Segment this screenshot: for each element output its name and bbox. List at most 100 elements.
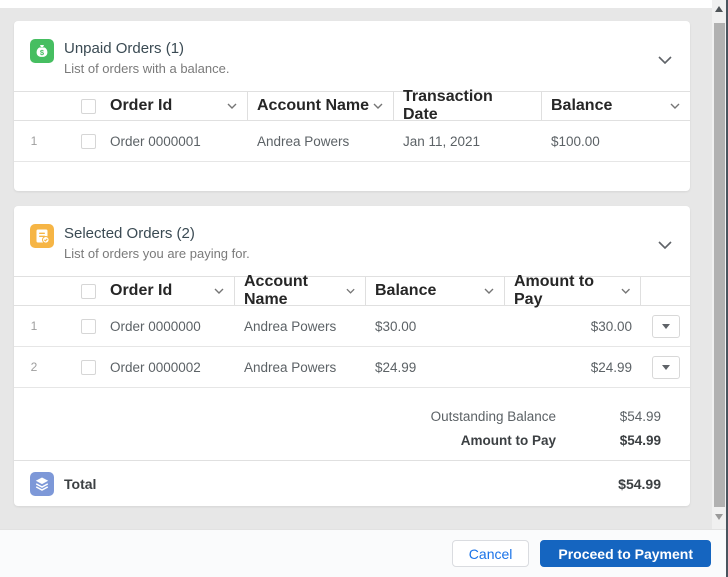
cell-account-name: Andrea Powers [257, 133, 350, 149]
row-number-header [14, 92, 54, 120]
column-header-balance[interactable]: Balance [366, 277, 505, 305]
top-strip [0, 0, 712, 8]
collapse-chevron-icon[interactable] [656, 49, 674, 71]
column-header-actions [641, 277, 690, 305]
collapse-chevron-icon[interactable] [656, 234, 674, 256]
chevron-down-icon [227, 103, 237, 109]
amount-to-pay-value: $54.99 [619, 432, 661, 448]
column-label: Amount to Pay [514, 273, 594, 308]
table-row: 1 Order 0000000 Andrea Powers $30.00 $30… [14, 306, 690, 347]
cell-actions [641, 314, 690, 338]
column-label: Balance [375, 282, 437, 299]
chevron-down-icon [621, 288, 630, 294]
scrollbar-down-arrow-icon[interactable] [715, 514, 723, 520]
cell-actions [641, 355, 690, 379]
column-header-order-id[interactable]: Order Id [96, 277, 235, 305]
panel-subtitle: List of orders you are paying for. [64, 246, 250, 261]
total-row: Total $54.99 [14, 460, 690, 506]
payment-summary: Outstanding Balance $54.99 Amount to Pay… [14, 388, 690, 460]
money-bag-icon: $ [30, 39, 54, 63]
window-right-edge [726, 0, 728, 577]
panel-head-text: Unpaid Orders (1) List of orders with a … [64, 39, 229, 77]
chevron-down-icon [373, 103, 383, 109]
order-list-check-icon [30, 224, 54, 248]
column-header-transaction-date[interactable]: Transaction Date [394, 88, 542, 123]
row-checkbox-cell [54, 318, 96, 334]
column-header-account-name[interactable]: Account Name [248, 92, 394, 120]
dialog-footer: Cancel Proceed to Payment [0, 529, 726, 577]
table-row: 2 Order 0000002 Andrea Powers $24.99 $24… [14, 347, 690, 388]
outstanding-balance-value: $54.99 [619, 408, 661, 424]
svg-text:$: $ [40, 48, 45, 57]
total-value: $54.99 [618, 475, 661, 492]
table-row: 1 Order 0000001 Andrea Powers Jan 11, 20… [14, 121, 690, 162]
column-label: Order Id [110, 97, 173, 114]
column-header-account-name[interactable]: Account Name [235, 273, 366, 308]
column-header-order-id[interactable]: Order Id [96, 92, 248, 120]
unpaid-orders-header: $ Unpaid Orders (1) List of orders with … [14, 21, 690, 91]
grid-header-row: Order Id Account Name Transaction Date B… [14, 88, 690, 123]
panel-bottom-padding [14, 162, 690, 191]
column-label: Account Name [244, 273, 308, 308]
row-dropdown-button[interactable] [651, 355, 680, 379]
column-label: Account Name [257, 97, 370, 114]
row-dropdown-button[interactable] [651, 314, 680, 338]
selected-orders-grid: Order Id Account Name Balance Amount to … [14, 273, 690, 388]
cell-order-id: Order 0000001 [110, 133, 201, 149]
cell-transaction-date: Jan 11, 2021 [403, 133, 481, 149]
outstanding-balance-label: Outstanding Balance [430, 408, 556, 424]
row-number: 2 [30, 360, 38, 374]
chevron-down-icon [670, 103, 680, 109]
checkbox-header-cell [54, 92, 96, 120]
chevron-down-icon [484, 288, 494, 294]
selected-orders-panel: Selected Orders (2) List of orders you a… [14, 206, 690, 506]
column-label: Transaction Date [403, 88, 493, 123]
total-label: Total [64, 475, 97, 492]
cell-order-id: Order 0000002 [110, 359, 201, 375]
cell-amount-to-pay: $24.99 [590, 359, 632, 375]
row-checkbox-cell [54, 133, 96, 149]
unpaid-orders-panel: $ Unpaid Orders (1) List of orders with … [14, 21, 690, 191]
cell-order-id: Order 0000000 [110, 318, 201, 334]
grid-header-row: Order Id Account Name Balance Amount to … [14, 273, 690, 308]
select-all-checkbox[interactable] [81, 98, 96, 114]
panel-title: Selected Orders (2) [64, 225, 195, 242]
selected-orders-header: Selected Orders (2) List of orders you a… [14, 206, 690, 276]
row-checkbox[interactable] [81, 318, 96, 334]
chevron-down-icon [346, 288, 355, 294]
scrollbar-up-arrow-icon[interactable] [715, 6, 723, 12]
cancel-button[interactable]: Cancel [451, 540, 530, 567]
cell-account-name: Andrea Powers [244, 318, 337, 334]
column-header-amount-to-pay[interactable]: Amount to Pay [505, 273, 641, 308]
vertical-scrollbar[interactable] [712, 0, 726, 529]
cell-balance: $100.00 [551, 133, 600, 149]
cell-balance: $24.99 [375, 359, 417, 375]
row-checkbox[interactable] [81, 133, 96, 149]
proceed-to-payment-button[interactable]: Proceed to Payment [540, 540, 711, 567]
chevron-down-icon [214, 288, 224, 294]
dropdown-arrow-icon [661, 323, 670, 329]
row-number: 1 [30, 134, 38, 148]
row-checkbox-cell [54, 359, 96, 375]
cell-balance: $30.00 [375, 318, 417, 334]
scroll-content: $ Unpaid Orders (1) List of orders with … [0, 8, 712, 506]
dropdown-arrow-icon [661, 364, 670, 370]
panel-title: Unpaid Orders (1) [64, 40, 185, 57]
layers-icon [30, 471, 54, 496]
column-label: Balance [551, 97, 613, 114]
row-checkbox[interactable] [81, 359, 96, 375]
amount-to-pay-row: Amount to Pay $54.99 [14, 428, 690, 452]
outstanding-balance-row: Outstanding Balance $54.99 [14, 404, 690, 428]
column-header-balance[interactable]: Balance [542, 92, 690, 120]
scrollbar-thumb[interactable] [713, 23, 725, 507]
cell-account-name: Andrea Powers [244, 359, 337, 375]
panel-head-text: Selected Orders (2) List of orders you a… [64, 224, 250, 262]
row-number: 1 [30, 319, 38, 333]
select-all-checkbox[interactable] [81, 283, 96, 299]
amount-to-pay-label: Amount to Pay [460, 432, 556, 448]
panel-subtitle: List of orders with a balance. [64, 61, 230, 76]
unpaid-orders-grid: Order Id Account Name Transaction Date B… [14, 88, 690, 162]
row-number-header [14, 277, 54, 305]
checkbox-header-cell [54, 277, 96, 305]
